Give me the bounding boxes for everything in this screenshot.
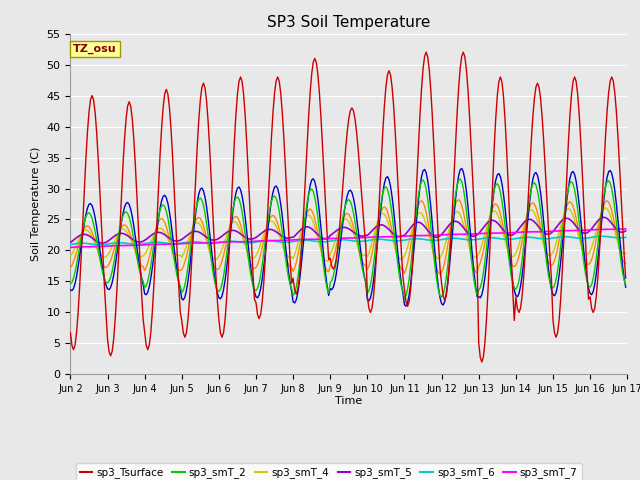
sp3_smT_3 — [260, 238, 268, 244]
sp3_smT_1 — [594, 258, 602, 264]
sp3_smT_2 — [594, 242, 602, 248]
sp3_smT_6 — [136, 241, 144, 247]
sp3_smT_1 — [67, 287, 74, 293]
sp3_smT_5 — [67, 240, 74, 245]
Line: sp3_smT_1: sp3_smT_1 — [70, 168, 626, 306]
Line: sp3_smT_2: sp3_smT_2 — [70, 179, 626, 298]
sp3_smT_5 — [622, 228, 630, 234]
sp3_Tsurface — [460, 49, 467, 55]
sp3_smT_3 — [309, 211, 317, 216]
sp3_smT_6 — [262, 238, 269, 244]
sp3_smT_6 — [234, 239, 241, 245]
sp3_smT_7 — [309, 237, 317, 242]
sp3_smT_7 — [67, 244, 74, 250]
sp3_smT_3 — [436, 271, 444, 277]
sp3_Tsurface — [309, 60, 317, 65]
sp3_Tsurface — [251, 297, 259, 302]
sp3_smT_6 — [311, 238, 319, 244]
sp3_smT_6 — [622, 235, 630, 240]
sp3_smT_3 — [251, 265, 259, 271]
sp3_Tsurface — [260, 280, 268, 286]
sp3_smT_5 — [252, 235, 260, 240]
Line: sp3_smT_6: sp3_smT_6 — [70, 236, 626, 245]
Line: sp3_smT_5: sp3_smT_5 — [70, 217, 626, 243]
sp3_smT_5 — [262, 228, 269, 233]
sp3_smT_2 — [456, 176, 464, 182]
sp3_smT_3 — [232, 214, 240, 219]
sp3_smT_6 — [593, 234, 600, 240]
sp3_smT_2 — [232, 195, 240, 201]
sp3_smT_3 — [67, 264, 74, 270]
sp3_smT_1 — [458, 166, 465, 171]
sp3_smT_7 — [134, 242, 142, 248]
sp3_smT_1 — [622, 284, 630, 290]
sp3_smT_4 — [593, 228, 600, 234]
sp3_smT_4 — [232, 219, 240, 225]
sp3_smT_2 — [260, 251, 268, 256]
sp3_smT_6 — [96, 242, 104, 248]
sp3_smT_4 — [602, 205, 609, 211]
Y-axis label: Soil Temperature (C): Soil Temperature (C) — [31, 147, 41, 261]
Line: sp3_smT_7: sp3_smT_7 — [70, 229, 626, 247]
sp3_smT_1 — [251, 289, 259, 295]
sp3_smT_7 — [591, 227, 598, 232]
sp3_smT_4 — [622, 250, 630, 256]
Text: TZ_osu: TZ_osu — [73, 44, 117, 54]
sp3_smT_4 — [323, 258, 331, 264]
sp3_smT_7 — [260, 238, 268, 243]
sp3_smT_4 — [309, 219, 317, 225]
Line: sp3_Tsurface: sp3_Tsurface — [70, 52, 626, 362]
sp3_smT_7 — [232, 239, 240, 245]
sp3_smT_2 — [401, 295, 408, 301]
sp3_smT_3 — [622, 261, 630, 266]
Line: sp3_smT_3: sp3_smT_3 — [70, 200, 626, 274]
sp3_smT_7 — [251, 239, 259, 244]
sp3_smT_3 — [134, 258, 142, 264]
sp3_smT_6 — [598, 233, 606, 239]
sp3_smT_5 — [99, 240, 107, 246]
sp3_smT_2 — [622, 282, 630, 288]
sp3_smT_5 — [593, 220, 600, 226]
sp3_smT_3 — [594, 229, 602, 235]
sp3_smT_6 — [252, 239, 260, 245]
sp3_Tsurface — [478, 359, 486, 365]
sp3_smT_4 — [260, 231, 268, 237]
sp3_smT_2 — [251, 287, 259, 292]
sp3_smT_1 — [134, 256, 142, 262]
sp3_smT_6 — [67, 242, 74, 248]
sp3_smT_7 — [622, 226, 630, 232]
sp3_smT_1 — [260, 264, 268, 270]
sp3_smT_4 — [134, 252, 142, 258]
sp3_smT_2 — [134, 263, 142, 269]
sp3_smT_1 — [232, 190, 240, 196]
Line: sp3_smT_4: sp3_smT_4 — [70, 208, 626, 261]
sp3_Tsurface — [134, 226, 142, 232]
sp3_smT_5 — [136, 239, 144, 245]
sp3_smT_1 — [309, 176, 317, 181]
Legend: sp3_Tsurface, sp3_smT_1, sp3_smT_2, sp3_smT_3, sp3_smT_4, sp3_smT_5, sp3_smT_6, : sp3_Tsurface, sp3_smT_1, sp3_smT_2, sp3_… — [76, 463, 582, 480]
sp3_smT_3 — [455, 197, 463, 203]
sp3_smT_4 — [251, 255, 259, 261]
Title: SP3 Soil Temperature: SP3 Soil Temperature — [267, 15, 431, 30]
sp3_smT_5 — [311, 229, 319, 235]
sp3_smT_4 — [67, 253, 74, 259]
X-axis label: Time: Time — [335, 396, 362, 406]
sp3_Tsurface — [232, 112, 240, 118]
sp3_smT_2 — [67, 281, 74, 287]
sp3_smT_5 — [600, 215, 608, 220]
sp3_smT_2 — [309, 189, 317, 194]
sp3_smT_1 — [402, 303, 410, 309]
sp3_Tsurface — [622, 275, 630, 281]
sp3_smT_5 — [234, 229, 241, 235]
sp3_Tsurface — [67, 330, 74, 336]
sp3_Tsurface — [594, 275, 602, 281]
